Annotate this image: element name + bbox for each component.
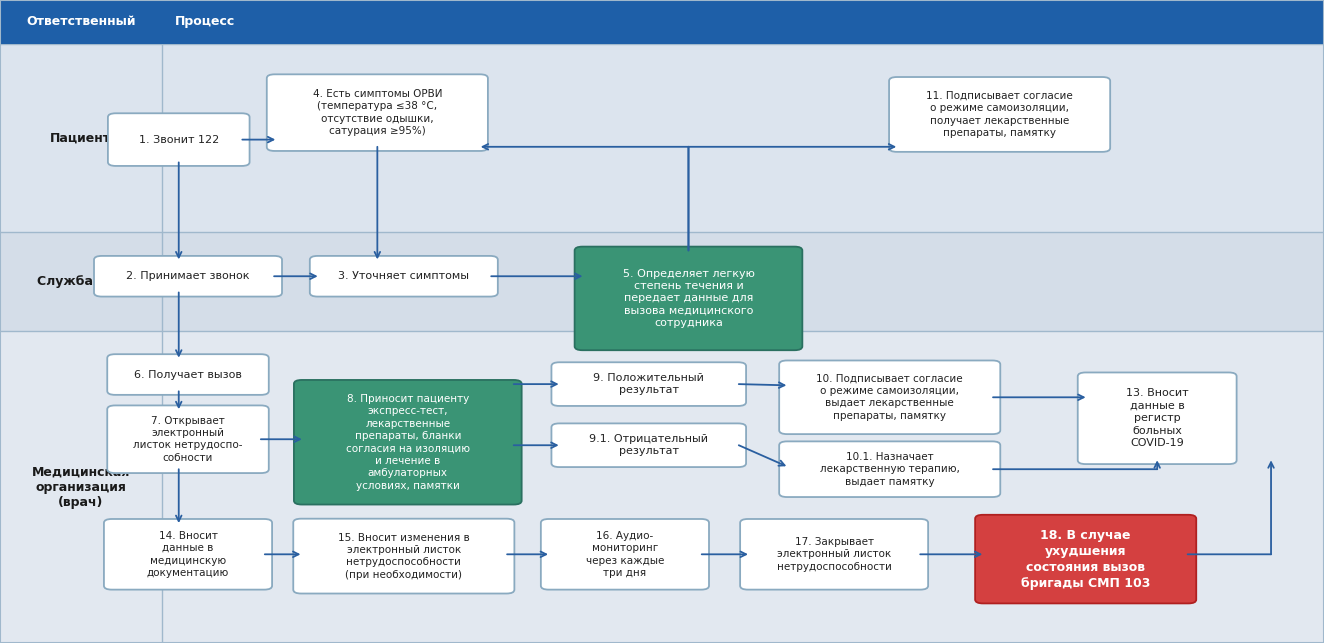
Text: 6. Получает вызов: 6. Получает вызов [134, 370, 242, 379]
Text: 1. Звонит 122: 1. Звонит 122 [139, 134, 218, 145]
FancyBboxPatch shape [103, 519, 273, 590]
FancyBboxPatch shape [779, 441, 1001, 497]
FancyBboxPatch shape [1078, 372, 1237, 464]
Text: 16. Аудио-
мониторинг
через каждые
три дня: 16. Аудио- мониторинг через каждые три д… [585, 530, 665, 578]
FancyBboxPatch shape [974, 515, 1197, 603]
Text: 18. В случае
ухудшения
состояния вызов
бригады СМП 103: 18. В случае ухудшения состояния вызов б… [1021, 529, 1151, 590]
FancyBboxPatch shape [779, 361, 1001, 434]
Text: Ответственный: Ответственный [26, 15, 135, 28]
Text: 10.1. Назначает
лекарственную терапию,
выдает памятку: 10.1. Назначает лекарственную терапию, в… [820, 452, 960, 487]
Text: 9.1. Отрицательный
результат: 9.1. Отрицательный результат [589, 434, 708, 457]
FancyBboxPatch shape [540, 519, 710, 590]
Text: 2. Принимает звонок: 2. Принимает звонок [126, 271, 250, 281]
Text: Процесс: Процесс [175, 15, 236, 28]
Text: 8. Приносит пациенту
экспресс-тест,
лекарственные
препараты, бланки
согласия на : 8. Приносит пациенту экспресс-тест, лека… [346, 394, 470, 491]
Text: 17. Закрывает
электронный листок
нетрудоспособности: 17. Закрывает электронный листок нетрудо… [777, 537, 891, 572]
Text: 4. Есть симптомы ОРВИ
(температура ≤38 °С,
отсутствие одышки,
сатурация ≥95%): 4. Есть симптомы ОРВИ (температура ≤38 °… [312, 89, 442, 136]
Text: Пациент: Пациент [50, 132, 111, 145]
Text: 11. Подписывает согласие
о режиме самоизоляции,
получает лекарственные
препараты: 11. Подписывает согласие о режиме самоиз… [927, 91, 1072, 138]
Text: Медицинская
организация
(врач): Медицинская организация (врач) [32, 466, 130, 509]
FancyBboxPatch shape [293, 519, 514, 593]
Bar [0, 0, 1324, 44]
FancyBboxPatch shape [266, 75, 487, 151]
FancyBboxPatch shape [310, 256, 498, 296]
Text: 5. Определяет легкую
степень течения и
передает данные для
вызова медицинского
с: 5. Определяет легкую степень течения и п… [622, 269, 755, 328]
FancyBboxPatch shape [107, 354, 269, 395]
Text: 14. Вносит
данные в
медицинскую
документацию: 14. Вносит данные в медицинскую документ… [147, 530, 229, 578]
FancyBboxPatch shape [94, 256, 282, 296]
Text: 9. Положительный
результат: 9. Положительный результат [593, 373, 704, 395]
FancyBboxPatch shape [575, 247, 802, 350]
Bar [0, 44, 1324, 233]
FancyBboxPatch shape [294, 380, 522, 505]
Text: 13. Вносит
данные в
регистр
больных
COVID-19: 13. Вносит данные в регистр больных COVI… [1125, 388, 1189, 448]
FancyBboxPatch shape [107, 406, 269, 473]
FancyBboxPatch shape [109, 113, 249, 166]
Text: 15. Вносит изменения в
электронный листок
нетрудоспособности
(при необходимости): 15. Вносит изменения в электронный листо… [338, 532, 470, 580]
Text: 7. Открывает
электронный
листок нетрудоспо-
собности: 7. Открывает электронный листок нетрудос… [134, 415, 242, 463]
Text: 10. Подписывает согласие
о режиме самоизоляции,
выдает лекарственные
препараты, : 10. Подписывает согласие о режиме самоиз… [817, 374, 963, 421]
Bar [0, 233, 1324, 331]
FancyBboxPatch shape [552, 362, 747, 406]
Text: 3. Уточняет симптомы: 3. Уточняет симптомы [339, 271, 469, 281]
FancyBboxPatch shape [890, 77, 1110, 152]
FancyBboxPatch shape [552, 423, 747, 467]
Bar [0, 331, 1324, 643]
Text: Служба 122: Служба 122 [37, 275, 124, 289]
FancyBboxPatch shape [740, 519, 928, 590]
